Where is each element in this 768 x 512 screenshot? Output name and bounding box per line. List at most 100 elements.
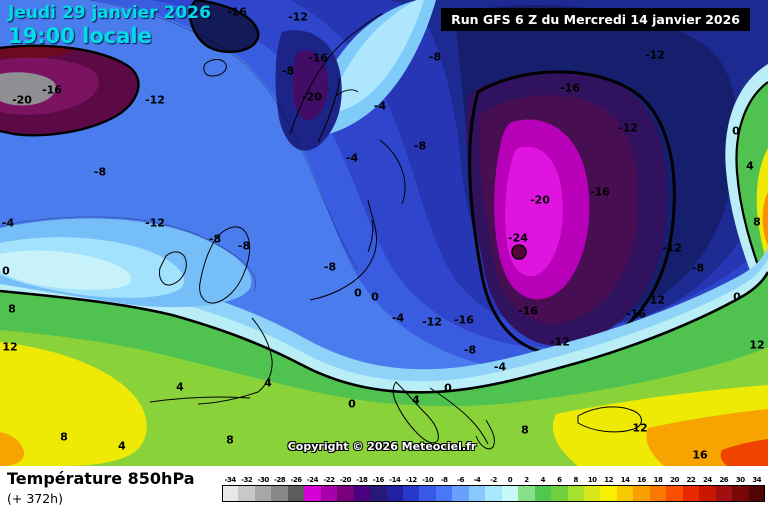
temp-label: -16 <box>227 5 247 19</box>
colorbar-value: -22 <box>323 476 335 484</box>
colorbar-swatch <box>419 485 436 502</box>
colorbar-cell: 22 <box>682 475 700 502</box>
temp-label: -4 <box>373 99 387 113</box>
colorbar-swatch <box>518 485 535 502</box>
temp-label: 12 <box>749 338 765 352</box>
colorbar-swatch <box>402 485 420 502</box>
colorbar-swatch <box>583 485 601 502</box>
colorbar-cell: 10 <box>583 475 601 502</box>
colorbar-cell: 14 <box>616 475 634 502</box>
colorbar-cell: -16 <box>370 475 387 502</box>
colorbar-value: -10 <box>422 476 434 484</box>
temp-label: -4 <box>1 216 15 230</box>
colorbar-cell: 12 <box>600 475 617 502</box>
colorbar-swatch <box>320 485 338 502</box>
colorbar-swatch <box>666 485 683 502</box>
colorbar-swatch <box>370 485 387 502</box>
temp-label: -4 <box>345 151 359 165</box>
temp-label: -16 <box>454 313 474 327</box>
temp-label: -8 <box>281 64 295 78</box>
temp-label: -4 <box>391 311 405 325</box>
colorbar-value: 24 <box>702 476 712 484</box>
temp-label: 8 <box>60 430 68 444</box>
colorbar-swatch <box>435 485 453 502</box>
temp-label: 16 <box>692 448 708 462</box>
temp-label: 12 <box>2 340 18 354</box>
colorbar-cell: 8 <box>567 475 584 502</box>
colorbar-cell: -10 <box>419 475 436 502</box>
colorbar-cell: -28 <box>271 475 288 502</box>
colorbar-value: -20 <box>339 476 352 484</box>
colorbar-value: 8 <box>573 476 579 484</box>
legend-bar: Température 850hPa (+ 372h) -34 -32 -30 -28… <box>0 466 768 512</box>
temp-label: 0 <box>444 381 452 395</box>
colorbar-value: 4 <box>540 476 546 484</box>
colorbar-value: 30 <box>735 476 745 484</box>
colorbar-swatch <box>222 485 239 502</box>
colorbar-swatch <box>534 485 552 502</box>
colorbar-swatch <box>649 485 667 502</box>
temp-label: -16 <box>42 83 62 97</box>
colorbar-value: 18 <box>653 476 663 484</box>
colorbar-cell: -8 <box>435 475 453 502</box>
colorbar-cell: 30 <box>732 475 749 502</box>
colorbar-cell: -34 <box>222 475 239 502</box>
colorbar-swatch <box>600 485 617 502</box>
temp-label: -16 <box>626 307 646 321</box>
map-canvas: -16 -12 -20 -16 -12 -8 -16 -20 -4 -8 -8 -4 -16 -12 -20… <box>0 0 768 466</box>
forecast-datetime: Jeudi 29 janvier 2026 19:00 locale <box>8 3 211 48</box>
colorbar-value: 0 <box>507 476 513 484</box>
forecast-date: Jeudi 29 janvier 2026 <box>8 3 211 23</box>
temp-label: -12 <box>550 335 570 349</box>
colorbar-cell: -20 <box>337 475 354 502</box>
colorbar-swatch <box>748 485 765 502</box>
colorbar-cell: 34 <box>748 475 765 502</box>
colorbar-swatch <box>304 485 321 502</box>
temp-label: 0 <box>732 124 740 138</box>
colorbar-value: -12 <box>405 476 418 484</box>
temp-label: -4 <box>493 360 507 374</box>
colorbar-cell: 20 <box>666 475 683 502</box>
temp-label: -20 <box>302 90 322 104</box>
temp-label: 8 <box>8 302 16 316</box>
colorbar-cell: -24 <box>304 475 321 502</box>
copyright-text: Copyright © 2026 Meteociel.fr <box>287 440 477 453</box>
temp-label: -8 <box>463 343 477 357</box>
colorbar-swatch <box>337 485 354 502</box>
isotherm-lines <box>0 0 359 292</box>
colorbar-value: -28 <box>274 476 286 484</box>
temp-label: 8 <box>521 423 529 437</box>
colorbar-value: -14 <box>389 476 401 484</box>
legend-title: Température 850hPa <box>7 469 195 488</box>
colorbar-cell: -26 <box>287 475 305 502</box>
colorbar-swatch <box>551 485 568 502</box>
colorbar-swatch <box>287 485 305 502</box>
forecast-time: 19:00 locale <box>8 23 152 48</box>
legend-subtitle: (+ 372h) <box>7 491 63 506</box>
temp-label: -12 <box>288 10 308 24</box>
temp-label: 0 <box>2 264 10 278</box>
atlantic-mild-tongue <box>0 218 252 308</box>
colorbar-swatch <box>254 485 272 502</box>
temp-label: 8 <box>226 433 234 447</box>
northwest-cold-pool <box>0 44 140 137</box>
colorbar-value: 20 <box>670 476 679 484</box>
colorbar-swatch <box>353 485 371 502</box>
colorbar-value: 12 <box>604 476 614 484</box>
colorbar-value: 26 <box>719 476 729 484</box>
colorbar-value: 10 <box>587 476 597 484</box>
temp-label: -8 <box>93 165 107 179</box>
colorbar-value: 14 <box>620 476 630 484</box>
colorbar-cell: 6 <box>551 475 568 502</box>
run-info-badge: Run GFS 6 Z du Mercredi 14 janvier 2026 <box>441 8 750 31</box>
colorbar-value: -24 <box>306 476 319 484</box>
colorbar-value: -2 <box>490 476 497 484</box>
colorbar-cell: -32 <box>238 475 255 502</box>
east-cold-pool <box>466 70 676 356</box>
temperature-colorbar: -34 -32 -30 -28 -26 -24 -22 -20 -18 -16 -14 -12 -10-… <box>222 475 765 502</box>
temp-label: -12 <box>145 216 165 230</box>
temp-label: 0 <box>348 397 356 411</box>
colorbar-value: 6 <box>557 476 562 484</box>
temp-label: -12 <box>662 241 682 255</box>
